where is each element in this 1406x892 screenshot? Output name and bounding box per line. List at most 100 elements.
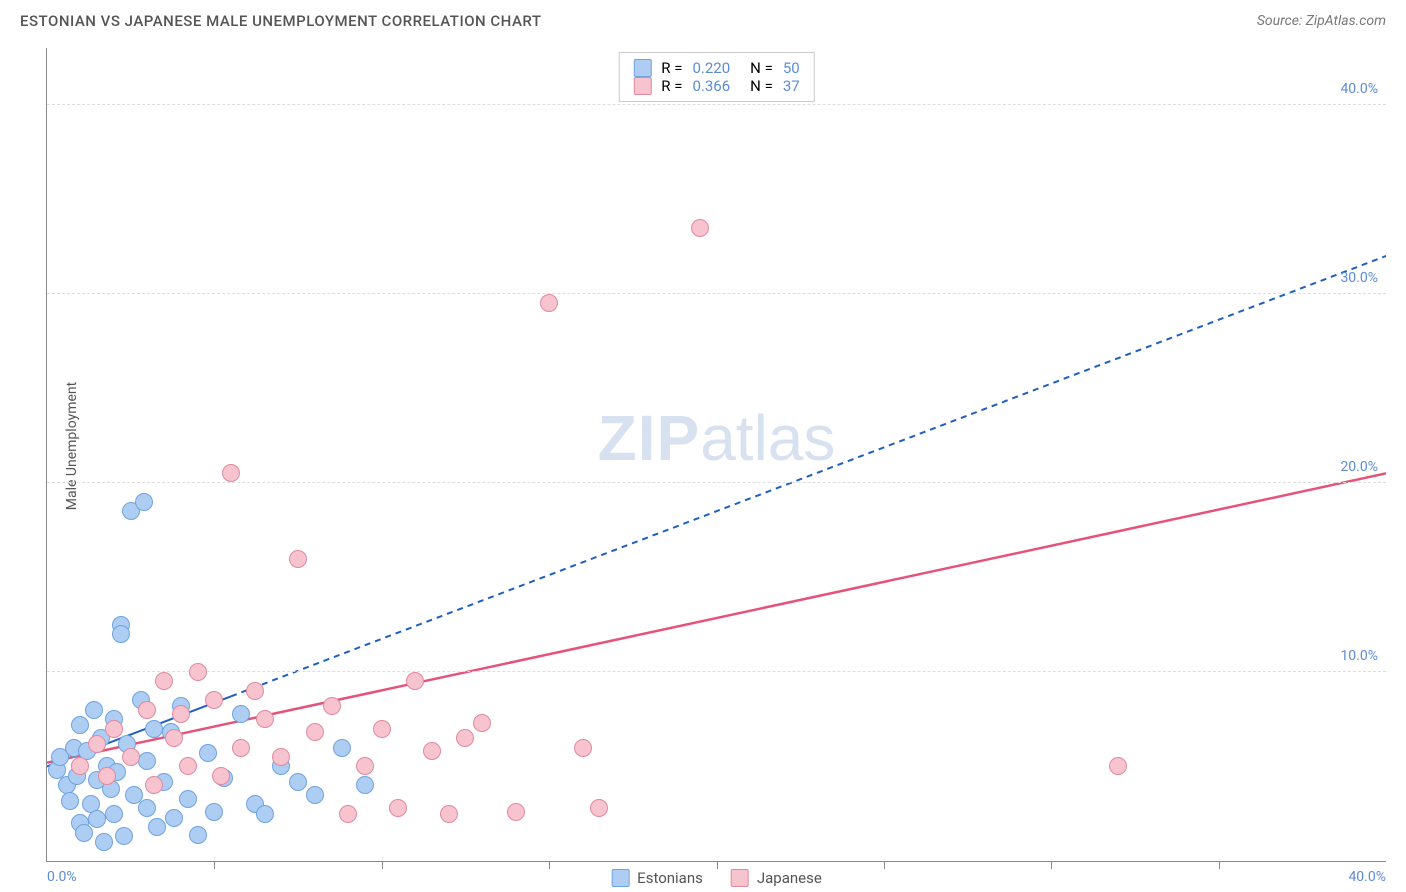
stats-legend: R = 0.220 N = 50 R = 0.366 N = 37 (618, 52, 814, 102)
data-point-estonians (179, 790, 197, 808)
data-point-estonians (88, 810, 106, 828)
watermark-light: atlas (700, 402, 835, 474)
data-point-japanese (272, 748, 290, 766)
r-value-estonians: 0.220 (692, 59, 730, 77)
data-point-japanese (256, 710, 274, 728)
data-point-japanese (246, 682, 264, 700)
legend-item-japanese: Japanese (731, 869, 822, 887)
data-point-japanese (456, 729, 474, 747)
data-point-estonians (289, 773, 307, 791)
n-label: N = (750, 59, 773, 77)
swatch-japanese (731, 869, 749, 887)
data-point-japanese (540, 294, 558, 312)
data-point-japanese (590, 799, 608, 817)
bottom-legend: Estonians Japanese (611, 869, 822, 887)
data-point-japanese (179, 757, 197, 775)
data-point-japanese (205, 691, 223, 709)
data-point-japanese (98, 767, 116, 785)
r-label: R = (661, 59, 682, 77)
data-point-japanese (232, 739, 250, 757)
swatch-estonians (611, 869, 629, 887)
data-point-japanese (389, 799, 407, 817)
data-point-japanese (189, 663, 207, 681)
trend-lines (47, 48, 1386, 861)
grid-line (47, 104, 1386, 105)
x-tick-mark (1051, 861, 1052, 869)
data-point-japanese (423, 742, 441, 760)
data-point-estonians (135, 493, 153, 511)
data-point-estonians (256, 805, 274, 823)
data-point-japanese (172, 705, 190, 723)
data-point-estonians (85, 701, 103, 719)
source-label: Source: ZipAtlas.com (1257, 13, 1386, 29)
legend-label-estonians: Estonians (637, 869, 703, 887)
data-point-estonians (199, 744, 217, 762)
data-point-estonians (75, 824, 93, 842)
y-tick-label: 30.0% (1340, 270, 1378, 286)
y-tick-label: 40.0% (1340, 81, 1378, 97)
n-label: N = (750, 77, 773, 95)
legend-row-estonians: R = 0.220 N = 50 (633, 59, 799, 77)
data-point-estonians (205, 803, 223, 821)
grid-line (47, 293, 1386, 294)
watermark: ZIPatlas (598, 401, 836, 475)
data-point-japanese (212, 767, 230, 785)
n-value-estonians: 50 (783, 59, 800, 77)
data-point-estonians (112, 625, 130, 643)
watermark-bold: ZIP (598, 402, 701, 474)
data-point-japanese (145, 776, 163, 794)
y-tick-label: 20.0% (1340, 459, 1378, 475)
data-point-japanese (71, 757, 89, 775)
data-point-estonians (138, 752, 156, 770)
data-point-estonians (115, 827, 133, 845)
x-tick-mark (884, 861, 885, 869)
chart-title: ESTONIAN VS JAPANESE MALE UNEMPLOYMENT C… (20, 12, 541, 30)
data-point-japanese (306, 723, 324, 741)
data-point-japanese (222, 464, 240, 482)
x-tick-label: 40.0% (1348, 869, 1386, 885)
r-label: R = (661, 77, 682, 95)
data-point-japanese (356, 757, 374, 775)
data-point-estonians (189, 826, 207, 844)
x-tick-mark (214, 861, 215, 869)
y-tick-label: 10.0% (1340, 648, 1378, 664)
x-tick-mark (717, 861, 718, 869)
x-tick-mark (1219, 861, 1220, 869)
data-point-japanese (122, 748, 140, 766)
data-point-japanese (1109, 757, 1127, 775)
data-point-estonians (232, 705, 250, 723)
legend-label-japanese: Japanese (757, 869, 822, 887)
data-point-estonians (145, 720, 163, 738)
x-tick-mark (549, 861, 550, 869)
data-point-japanese (507, 803, 525, 821)
legend-item-estonians: Estonians (611, 869, 703, 887)
data-point-estonians (306, 786, 324, 804)
r-value-japanese: 0.366 (692, 77, 730, 95)
x-tick-label: 0.0% (47, 869, 77, 885)
data-point-estonians (333, 739, 351, 757)
data-point-japanese (440, 805, 458, 823)
swatch-estonians (633, 59, 651, 77)
data-point-estonians (138, 799, 156, 817)
data-point-japanese (323, 697, 341, 715)
data-point-japanese (691, 219, 709, 237)
data-point-japanese (105, 720, 123, 738)
legend-row-japanese: R = 0.366 N = 37 (633, 77, 799, 95)
data-point-japanese (138, 701, 156, 719)
data-point-japanese (574, 739, 592, 757)
data-point-estonians (105, 805, 123, 823)
swatch-japanese (633, 77, 651, 95)
data-point-estonians (61, 792, 79, 810)
data-point-japanese (473, 714, 491, 732)
data-point-estonians (356, 776, 374, 794)
grid-line (47, 482, 1386, 483)
data-point-japanese (155, 672, 173, 690)
data-point-japanese (406, 672, 424, 690)
data-point-japanese (88, 735, 106, 753)
data-point-japanese (373, 720, 391, 738)
data-point-japanese (289, 550, 307, 568)
data-point-estonians (95, 833, 113, 851)
data-point-japanese (165, 729, 183, 747)
data-point-estonians (165, 809, 183, 827)
data-point-japanese (339, 805, 357, 823)
